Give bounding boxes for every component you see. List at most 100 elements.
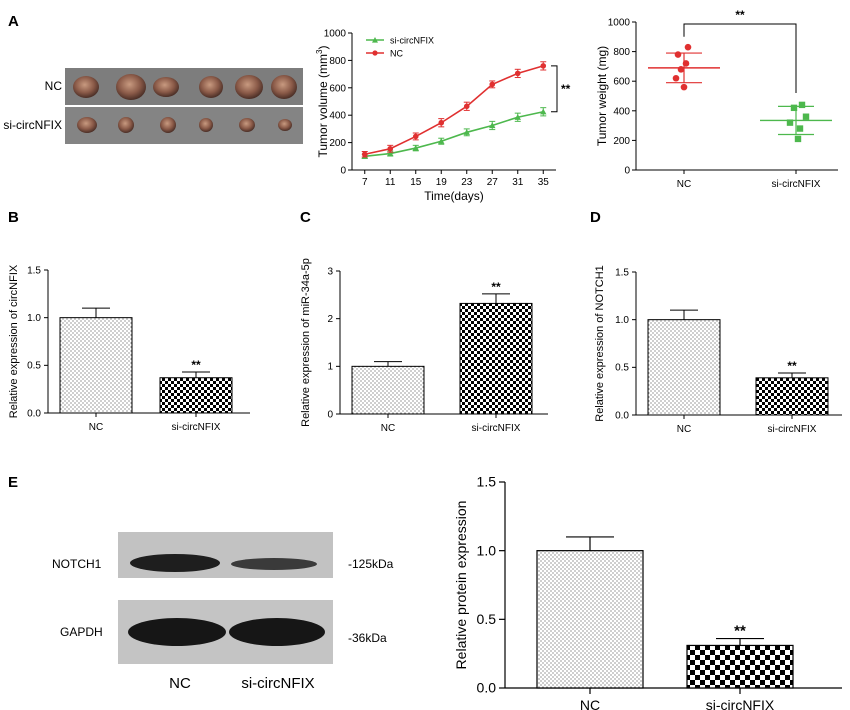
blot-size-notch1: -125kDa (348, 557, 394, 571)
tumor-si-5 (239, 118, 255, 132)
barC-y-tick-label: 0 (327, 409, 333, 420)
point-si-circnfix (514, 114, 521, 120)
panel-label-e: E (8, 474, 18, 491)
barD-x-tick-label: si-circNFIX (768, 424, 817, 435)
line-y-tick-label: 1000 (324, 29, 347, 40)
scatter-x-tick-label: si-circNFIX (772, 179, 821, 190)
scatter-y-tick-label: 600 (613, 77, 630, 88)
line-y-tick-label: 0 (340, 166, 346, 177)
barC-y-tick-label: 3 (327, 266, 333, 277)
tumor-si-2 (118, 117, 134, 133)
point-nc (361, 151, 368, 158)
photo-row-nc-background (65, 68, 303, 105)
barD-y-tick-label: 0.0 (615, 410, 629, 421)
tumor-si-3 (160, 117, 176, 133)
barD-x-tick-label: NC (677, 424, 691, 435)
legend-label-nc: NC (390, 49, 403, 59)
barD-bar-si-circnfix (755, 377, 829, 416)
barD-y-tick-label: 0.5 (615, 363, 629, 374)
tumor-nc-6 (271, 75, 297, 99)
panel-label-a: A (8, 13, 19, 30)
line-x-tick-label: 19 (436, 177, 448, 188)
barB-bar-nc (59, 317, 133, 414)
scatter-y-tick-label: 400 (613, 106, 630, 117)
legend-marker-si-circnfix (372, 37, 378, 43)
mir34a-bar-chart: 0 1 2 3 Relative expression of miR-34a-5p NC s… (300, 258, 548, 434)
blot-size-gapdh: -36kDa (348, 631, 387, 645)
series-line-si-circNFIX (364, 110, 544, 158)
barB-x-tick-label: NC (89, 422, 103, 433)
band-notch1-nc (130, 554, 220, 572)
scatter-significance-label: ** (735, 8, 745, 22)
barC-y-axis-label: Relative expression of miR-34a-5p (300, 258, 312, 427)
line-y-axis-label: Tumor volume (mm3) (315, 45, 330, 157)
scatter-y-tick-label: 1000 (608, 18, 631, 29)
point-nc (489, 81, 496, 88)
barE-x-tick-label: si-circNFIX (706, 697, 775, 710)
scatter-point-nc (682, 60, 690, 67)
barD-y-axis-label: Relative expression of NOTCH1 (594, 265, 606, 422)
barC-bar-si-circnfix (459, 302, 533, 415)
notch1-bar-chart: 0.0 0.5 1.0 1.5 Relative expression of NOTCH… (594, 265, 842, 435)
barD-bar-nc (647, 319, 721, 416)
line-x-tick-label: 35 (538, 177, 550, 188)
photo-row-label-si: si-circNFIX (3, 118, 62, 132)
barB-x-tick-label: si-circNFIX (172, 422, 221, 433)
barD-y-tick-label: 1.0 (615, 315, 629, 326)
scatter-point-si-circnfix (794, 135, 802, 143)
line-y-tick-label: 600 (329, 83, 346, 94)
barC-significance-label: ** (491, 280, 501, 294)
barC-bar-nc (351, 365, 425, 415)
blot-label-notch1: NOTCH1 (52, 557, 102, 571)
line-y-tick-label: 800 (329, 56, 346, 67)
line-y-axis-label-end: ) (316, 45, 330, 49)
line-x-tick-label: 15 (410, 177, 422, 188)
line-y-tick-label: 200 (329, 138, 346, 149)
line-x-tick-label: 11 (385, 177, 396, 188)
tumor-nc-4 (199, 76, 223, 98)
tumor-nc-5 (235, 75, 263, 99)
tumor-si-1 (77, 117, 97, 133)
panel-label-b: B (8, 209, 19, 226)
line-x-tick-label: 27 (487, 177, 499, 188)
scatter-point-nc (672, 74, 680, 82)
western-blot: NOTCH1 GAPDH -125kDa -36kDa NC si-circNF… (52, 532, 394, 692)
point-nc (540, 63, 547, 69)
blot-lane-label-nc: NC (169, 675, 191, 692)
scatter-significance-bracket (683, 23, 797, 94)
barB-y-tick-label: 1.5 (27, 265, 41, 276)
barC-x-tick-label: NC (381, 423, 395, 434)
line-y-tick-label: 400 (329, 111, 346, 122)
line-x-tick-label: 7 (362, 177, 368, 188)
tumor-si-4 (199, 118, 213, 132)
barB-y-tick-label: 0.0 (27, 408, 41, 419)
point-nc (463, 103, 470, 110)
band-gapdh-si (229, 618, 325, 646)
line-y-axis-label-superscript: 3 (315, 49, 324, 54)
blot-strip-notch1 (118, 532, 333, 578)
barB-significance-label: ** (191, 358, 201, 372)
point-si-circnfix (387, 150, 394, 157)
barD-y-tick-label: 1.5 (615, 267, 629, 278)
blot-label-gapdh: GAPDH (60, 625, 103, 639)
barE-bar-si-circnfix (686, 644, 794, 689)
scatter-point-si-circnfix (786, 119, 794, 126)
point-nc (514, 70, 521, 77)
photo-row-si-background (65, 107, 303, 144)
tumor-si-6 (278, 119, 292, 131)
barC-y-tick-label: 1 (327, 362, 333, 373)
series-line-NC (364, 65, 544, 156)
point-si-circnfix (412, 144, 419, 151)
protein-bar-chart: 0.0 0.5 1.0 1.5 Relative protein expression N… (453, 474, 842, 710)
tumor-nc-2 (116, 74, 146, 100)
scatter-point-nc (684, 43, 692, 51)
legend-label-si-circnfix: si-circNFIX (390, 36, 434, 46)
barE-significance-label: ** (734, 623, 746, 640)
blot-lane-label-si: si-circNFIX (241, 675, 314, 692)
panel-label-c: C (300, 209, 311, 226)
legend-marker-nc (372, 50, 378, 56)
barE-x-tick-label: NC (580, 697, 600, 710)
line-x-tick-label: 31 (512, 177, 524, 188)
scatter-x-tick-label: NC (677, 179, 691, 190)
tumor-photo: NC si-circNFIX (3, 68, 303, 144)
